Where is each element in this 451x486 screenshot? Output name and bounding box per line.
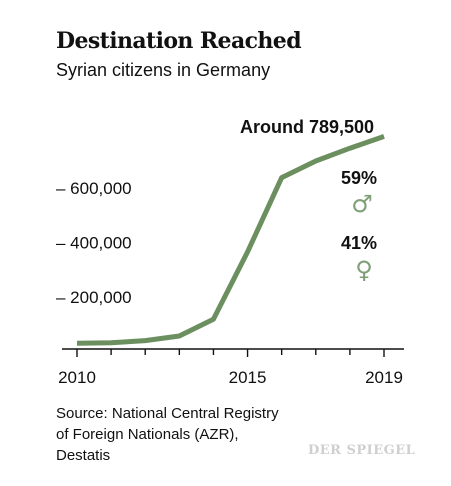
y-tick-label: – 200,000 xyxy=(56,288,132,307)
female-symbol-icon: ♀ xyxy=(355,256,373,284)
x-tick-label: 2015 xyxy=(229,368,267,387)
y-tick-label: – 600,000 xyxy=(56,179,132,198)
series-line xyxy=(76,134,385,346)
chart-title: Destination Reached xyxy=(56,28,302,54)
source-line: Destatis xyxy=(56,447,111,464)
x-tick-label: 2019 xyxy=(365,368,403,387)
source-line: of Foreign Nationals (AZR), xyxy=(56,426,239,443)
y-tick-label: – 400,000 xyxy=(56,234,132,253)
peak-value-annotation: Around 789,500 xyxy=(240,117,375,137)
male-share-label: 59% xyxy=(341,168,378,188)
chart-subtitle: Syrian citizens in Germany xyxy=(56,60,271,80)
source-note: Source: National Central Registry of For… xyxy=(56,403,279,466)
male-symbol-icon: ♂ xyxy=(351,190,373,218)
publisher-logo: DER SPIEGEL xyxy=(308,443,416,458)
female-share-label: 41% xyxy=(341,233,378,253)
x-tick-label: 2010 xyxy=(58,368,96,387)
source-line: Source: National Central Registry xyxy=(56,405,279,422)
